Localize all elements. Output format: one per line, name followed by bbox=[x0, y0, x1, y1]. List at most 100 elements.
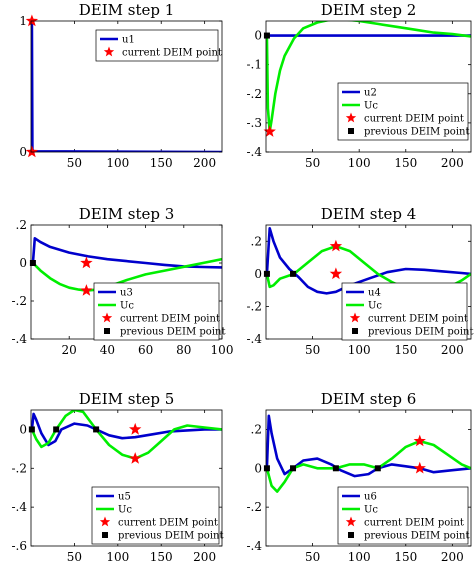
legend: u1 current DEIM point bbox=[95, 29, 222, 62]
legend-label: previous DEIM point bbox=[120, 327, 225, 338]
series-group bbox=[266, 21, 471, 133]
x-tick-label: 100 bbox=[348, 550, 371, 564]
x-tick-label: 200 bbox=[441, 156, 464, 170]
legend-label: u1 bbox=[122, 35, 135, 46]
y-tick-label: 0 bbox=[254, 29, 262, 43]
series-group bbox=[31, 410, 222, 460]
y-tick-label: -.4 bbox=[246, 332, 262, 346]
series-line-uc bbox=[266, 439, 471, 493]
y-tick-label: 0 bbox=[254, 267, 262, 281]
current-deim-point bbox=[80, 284, 93, 296]
series-line-u4 bbox=[266, 227, 471, 295]
legend-swatch-previous bbox=[102, 532, 108, 538]
y-tick-label: 0 bbox=[19, 145, 27, 159]
current-deim-point bbox=[129, 452, 142, 464]
legend-label: current DEIM point bbox=[368, 314, 468, 325]
x-tick-label: 40 bbox=[100, 343, 115, 357]
legend-swatch-previous bbox=[348, 128, 354, 134]
legend-label: current DEIM point bbox=[118, 518, 218, 529]
y-tick-label: -.2 bbox=[246, 299, 262, 313]
legend-label: previous DEIM point bbox=[368, 327, 473, 338]
previous-deim-point bbox=[93, 426, 100, 433]
current-deim-point bbox=[329, 267, 343, 280]
legend-label: u4 bbox=[368, 288, 381, 299]
x-tick-label: 80 bbox=[176, 343, 191, 357]
y-tick-label: -.3 bbox=[246, 116, 262, 130]
series-group bbox=[266, 414, 471, 493]
previous-deim-point bbox=[374, 465, 381, 472]
previous-deim-point bbox=[290, 270, 297, 277]
legend-label: Uc bbox=[364, 505, 378, 516]
legend-swatch-current bbox=[349, 312, 361, 323]
subplot-1: DEIM step 1 50 100 150 200 0 1 u1 current DEIM p… bbox=[19, 1, 223, 170]
legend-swatch-current bbox=[103, 46, 115, 57]
legend-box bbox=[95, 29, 219, 62]
x-tick-label: 50 bbox=[67, 156, 82, 170]
series-line-uc bbox=[31, 410, 222, 460]
y-tick-label: 0 bbox=[19, 422, 27, 436]
legend-label: Uc bbox=[364, 101, 378, 112]
y-tick-label: -.4 bbox=[246, 539, 262, 553]
y-tick-label: -.2 bbox=[246, 87, 262, 101]
subplot-title: DEIM step 4 bbox=[321, 205, 417, 223]
x-tick-label: 100 bbox=[106, 156, 129, 170]
series-line-u5 bbox=[31, 412, 222, 447]
subplot-title: DEIM step 6 bbox=[321, 390, 417, 408]
legend: u4 Uc current DEIM point previous DEIM poin… bbox=[341, 282, 473, 341]
previous-deim-point bbox=[332, 465, 339, 472]
current-deim-point bbox=[413, 434, 426, 447]
series-line-u3 bbox=[31, 237, 222, 269]
x-tick-label: 50 bbox=[305, 156, 320, 170]
subplot-2: DEIM step 2 50 100 150 200 -.4 -.3 -.2 -.1 0 u2 Uc c… bbox=[246, 1, 472, 170]
legend-label: u2 bbox=[364, 88, 377, 99]
legend-label: current DEIM point bbox=[122, 48, 222, 59]
subplot-title: DEIM step 2 bbox=[321, 1, 417, 19]
previous-deim-point bbox=[28, 426, 35, 433]
subplot-6: DEIM step 6 50 100 150 200 -.4 -.2 0 .2 u6 Uc curre… bbox=[246, 390, 472, 564]
legend-swatch-current bbox=[99, 516, 111, 527]
legend: u5 Uc current DEIM point previous DEIM poin… bbox=[91, 486, 223, 545]
previous-deim-point bbox=[29, 260, 36, 266]
legend-swatch-current bbox=[101, 312, 113, 323]
current-deim-point bbox=[129, 422, 142, 435]
y-tick-label: -.1 bbox=[246, 58, 262, 72]
axes-box bbox=[265, 409, 472, 547]
y-tick-label: .2 bbox=[251, 234, 262, 248]
subplot-3: DEIM step 3 20 40 60 80 100 -.4 -.2 0 .2 u3 Uc curre… bbox=[11, 205, 233, 357]
y-tick-label: -.2 bbox=[246, 500, 262, 514]
subplot-title: DEIM step 1 bbox=[79, 1, 175, 19]
y-tick-label: 0 bbox=[254, 461, 262, 475]
current-deim-point bbox=[413, 461, 426, 474]
y-tick-label: -.4 bbox=[11, 500, 27, 514]
x-tick-label: 50 bbox=[305, 550, 320, 564]
legend-swatch-previous bbox=[348, 532, 354, 538]
y-tick-label: .2 bbox=[16, 218, 27, 232]
previous-deim-point bbox=[263, 32, 270, 39]
y-tick-label: -.4 bbox=[11, 332, 27, 346]
legend: u3 Uc current DEIM point previous DEIM poin… bbox=[93, 282, 225, 341]
x-tick-label: 150 bbox=[150, 550, 173, 564]
x-tick-label: 200 bbox=[441, 343, 464, 357]
legend-swatch-current bbox=[345, 516, 357, 527]
x-tick-label: 150 bbox=[394, 550, 417, 564]
legend-label: Uc bbox=[118, 505, 132, 516]
legend-swatch-current bbox=[345, 112, 357, 123]
x-tick-label: 20 bbox=[62, 343, 77, 357]
current-deim-point bbox=[263, 125, 276, 137]
legend-label: u3 bbox=[120, 288, 133, 299]
y-tick-label: -.2 bbox=[11, 461, 27, 475]
y-tick-label: 0 bbox=[19, 256, 27, 270]
previous-deim-point bbox=[263, 270, 270, 277]
legend-label: current DEIM point bbox=[364, 518, 464, 529]
axes-box bbox=[30, 20, 223, 153]
previous-deim-point bbox=[53, 426, 60, 433]
y-tick-label: .2 bbox=[251, 422, 262, 436]
x-tick-label: 200 bbox=[193, 156, 216, 170]
x-tick-label: 50 bbox=[305, 343, 320, 357]
y-tick-label: -.2 bbox=[11, 294, 27, 308]
x-tick-label: 150 bbox=[394, 343, 417, 357]
x-tick-label: 150 bbox=[150, 156, 173, 170]
x-tick-label: 100 bbox=[211, 343, 234, 357]
legend-label: Uc bbox=[368, 301, 382, 312]
